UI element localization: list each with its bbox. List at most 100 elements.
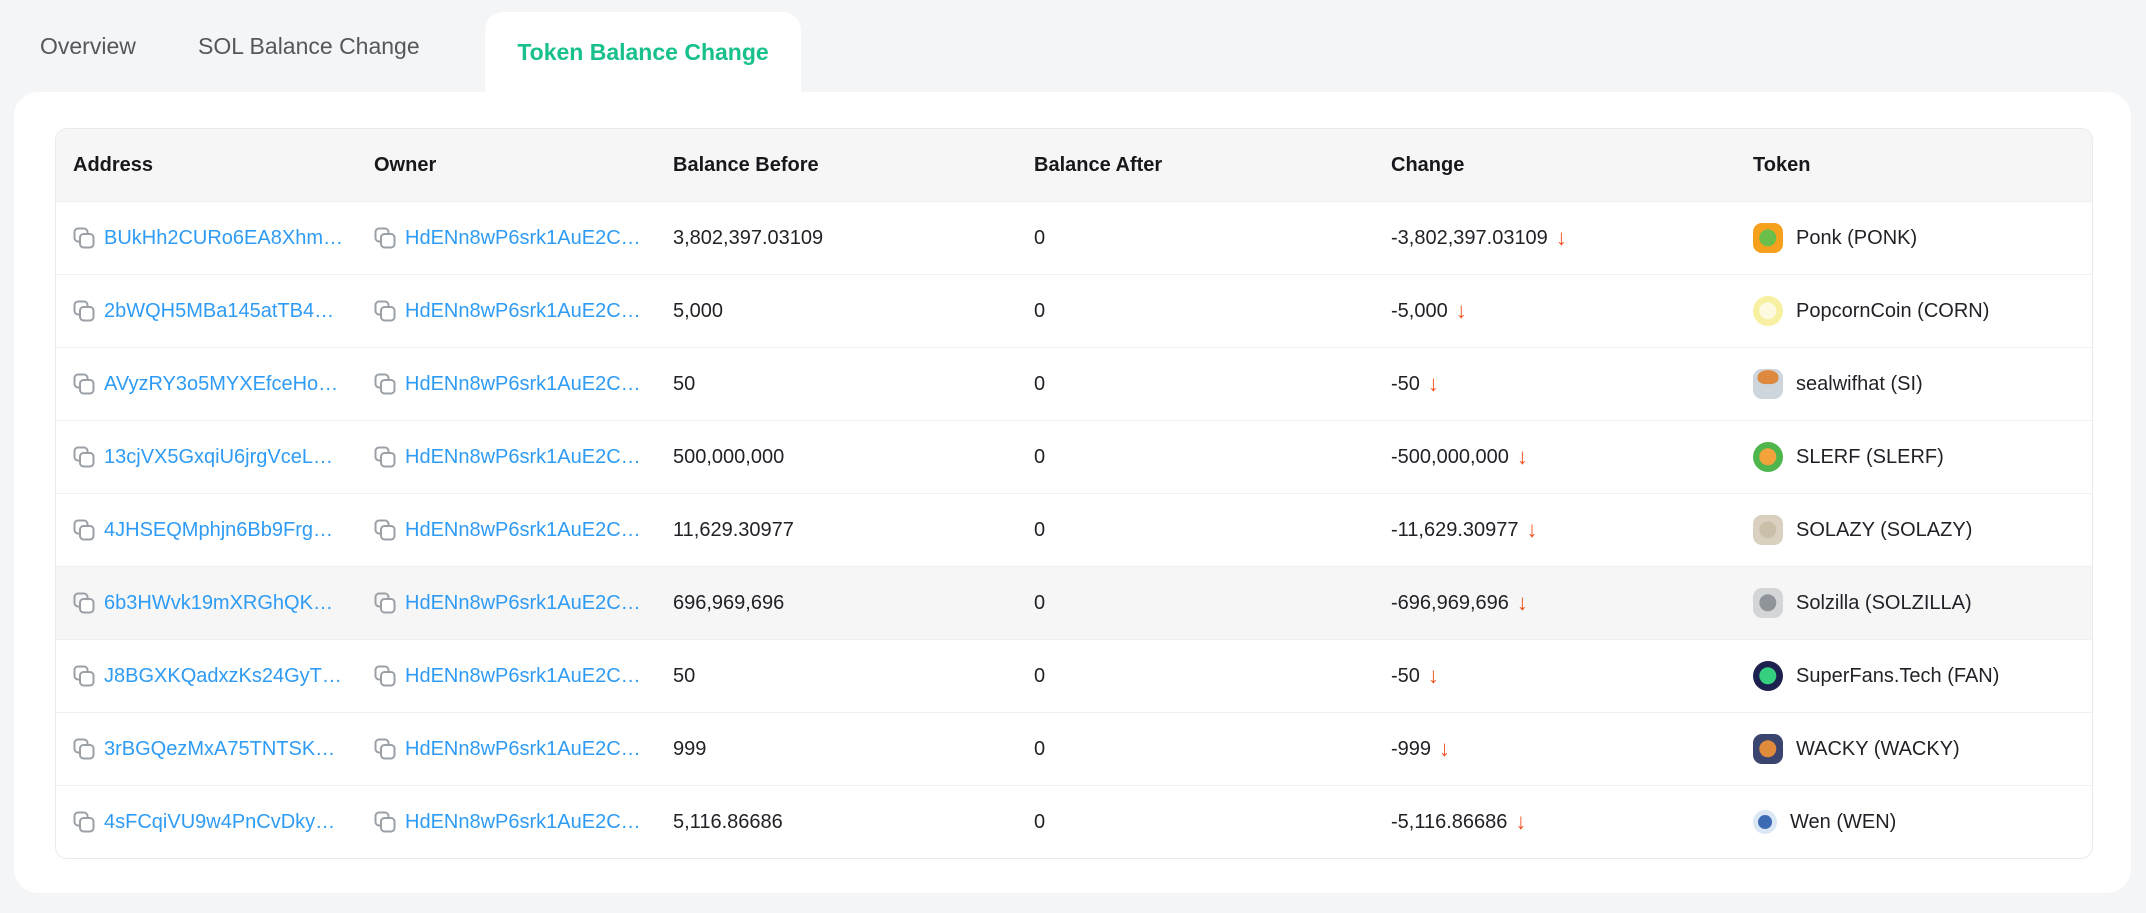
change-value: -696,969,696 [1391,591,1509,614]
balance-after-cell: 0 [1034,226,1046,249]
superfans-token-icon [1753,661,1783,691]
address-link[interactable]: J8BGXKQadxzKs24GyT… [104,664,342,687]
change-down-arrow-icon: ↓ [1516,590,1528,615]
address-link[interactable]: 3rBGQezMxA75TNTSK… [104,737,336,760]
column-header-change: Change [1391,153,1465,176]
copy-owner-icon[interactable] [374,519,396,541]
copy-address-icon[interactable] [73,811,95,833]
address-link[interactable]: 4sFCqiVU9w4PnCvDky… [104,810,336,833]
balance-after-cell: 0 [1034,591,1046,614]
copy-owner-icon[interactable] [374,373,396,395]
balance-after-cell: 0 [1034,810,1046,833]
address-link[interactable]: AVyzRY3o5MYXEfceHo… [104,372,339,395]
address-link[interactable]: BUkHh2CURo6EA8Xhm… [104,226,343,249]
address-cell: 2bWQH5MBa145atTB4… [56,300,357,323]
copy-owner-icon[interactable] [374,227,396,249]
owner-link[interactable]: HdENn8wP6srk1AuE2C… [405,445,641,468]
copy-address-icon[interactable] [73,665,95,687]
token-cell: SLERF (SLERF) [1736,442,2092,472]
change-cell: -696,969,696 ↓ [1374,592,1736,615]
change-value: -50 [1391,372,1420,395]
solazy-token-icon [1753,515,1783,545]
table-row: BUkHh2CURo6EA8Xhm… HdENn8wP6srk1AuE2C… 3… [56,201,2092,274]
balance-before-cell: 3,802,397.03109 [673,226,824,249]
token-balance-table: Address Owner Balance Before Balance Aft… [55,128,2093,859]
owner-link[interactable]: HdENn8wP6srk1AuE2C… [405,664,641,687]
table-row: AVyzRY3o5MYXEfceHo… HdENn8wP6srk1AuE2C… … [56,347,2092,420]
balance-before-cell: 50 [673,372,696,395]
copy-address-icon[interactable] [73,446,95,468]
popcorncoin-token-icon [1753,296,1783,326]
copy-address-icon[interactable] [73,738,95,760]
change-down-arrow-icon: ↓ [1427,371,1439,396]
balance-after-cell: 0 [1034,299,1046,322]
token-cell: SOLAZY (SOLAZY) [1736,515,2092,545]
column-header-token: Token [1753,153,1811,176]
change-cell: -50 ↓ [1374,665,1736,688]
address-cell: 4JHSEQMphjn6Bb9Frg… [56,519,357,542]
owner-cell: HdENn8wP6srk1AuE2C… [357,519,656,542]
address-cell: 6b3HWvk19mXRGhQK… [56,592,357,615]
solzilla-token-icon [1753,588,1783,618]
balance-before-cell: 50 [673,664,696,687]
token-cell: SuperFans.Tech (FAN) [1736,661,2092,691]
owner-link[interactable]: HdENn8wP6srk1AuE2C… [405,226,641,249]
table-row: 3rBGQezMxA75TNTSK… HdENn8wP6srk1AuE2C… 9… [56,712,2092,785]
tab-sol-balance-change[interactable]: SOL Balance Change [198,0,420,92]
address-cell: AVyzRY3o5MYXEfceHo… [56,373,357,396]
change-value: -999 [1391,737,1432,760]
column-header-address: Address [73,153,154,176]
token-cell: WACKY (WACKY) [1736,734,2092,764]
owner-link[interactable]: HdENn8wP6srk1AuE2C… [405,737,641,760]
change-cell: -5,000 ↓ [1374,300,1736,323]
address-cell: BUkHh2CURo6EA8Xhm… [56,227,357,250]
address-link[interactable]: 13cjVX5GxqiU6jrgVceL… [104,445,333,468]
balance-after-cell: 0 [1034,518,1046,541]
owner-link[interactable]: HdENn8wP6srk1AuE2C… [405,810,641,833]
address-cell: 4sFCqiVU9w4PnCvDky… [56,811,357,834]
owner-cell: HdENn8wP6srk1AuE2C… [357,300,656,323]
tab-overview-label: Overview [40,32,136,59]
copy-address-icon[interactable] [73,373,95,395]
tab-overview[interactable]: Overview [40,0,136,92]
change-down-arrow-icon: ↓ [1427,663,1439,688]
copy-owner-icon[interactable] [374,300,396,322]
copy-owner-icon[interactable] [374,446,396,468]
owner-link[interactable]: HdENn8wP6srk1AuE2C… [405,591,641,614]
token-label: SOLAZY (SOLAZY) [1796,518,1973,541]
column-header-balance-after: Balance After [1034,153,1163,176]
owner-cell: HdENn8wP6srk1AuE2C… [357,738,656,761]
owner-link[interactable]: HdENn8wP6srk1AuE2C… [405,518,641,541]
copy-address-icon[interactable] [73,519,95,541]
owner-link[interactable]: HdENn8wP6srk1AuE2C… [405,372,641,395]
balance-after-cell: 0 [1034,664,1046,687]
token-label: Ponk (PONK) [1796,226,1918,249]
ponk-token-icon [1753,223,1783,253]
table-row: 4sFCqiVU9w4PnCvDky… HdENn8wP6srk1AuE2C… … [56,785,2092,858]
wacky-token-icon [1753,734,1783,764]
token-cell: Wen (WEN) [1736,810,2092,834]
copy-owner-icon[interactable] [374,811,396,833]
copy-address-icon[interactable] [73,300,95,322]
copy-owner-icon[interactable] [374,665,396,687]
change-cell: -500,000,000 ↓ [1374,446,1736,469]
address-cell: 13cjVX5GxqiU6jrgVceL… [56,446,357,469]
token-cell: Solzilla (SOLZILLA) [1736,588,2092,618]
owner-link[interactable]: HdENn8wP6srk1AuE2C… [405,299,641,322]
balance-after-cell: 0 [1034,445,1046,468]
copy-address-icon[interactable] [73,227,95,249]
address-link[interactable]: 4JHSEQMphjn6Bb9Frg… [104,518,333,541]
change-down-arrow-icon: ↓ [1516,444,1528,469]
change-down-arrow-icon: ↓ [1455,298,1467,323]
owner-cell: HdENn8wP6srk1AuE2C… [357,373,656,396]
address-link[interactable]: 2bWQH5MBa145atTB4… [104,299,335,322]
copy-owner-icon[interactable] [374,592,396,614]
copy-address-icon[interactable] [73,592,95,614]
address-cell: 3rBGQezMxA75TNTSK… [56,738,357,761]
owner-cell: HdENn8wP6srk1AuE2C… [357,592,656,615]
tab-token-balance-change[interactable]: Token Balance Change [485,12,801,92]
copy-owner-icon[interactable] [374,738,396,760]
column-header-balance-before: Balance Before [673,153,819,176]
address-link[interactable]: 6b3HWvk19mXRGhQK… [104,591,333,614]
token-label: SLERF (SLERF) [1796,445,1944,468]
